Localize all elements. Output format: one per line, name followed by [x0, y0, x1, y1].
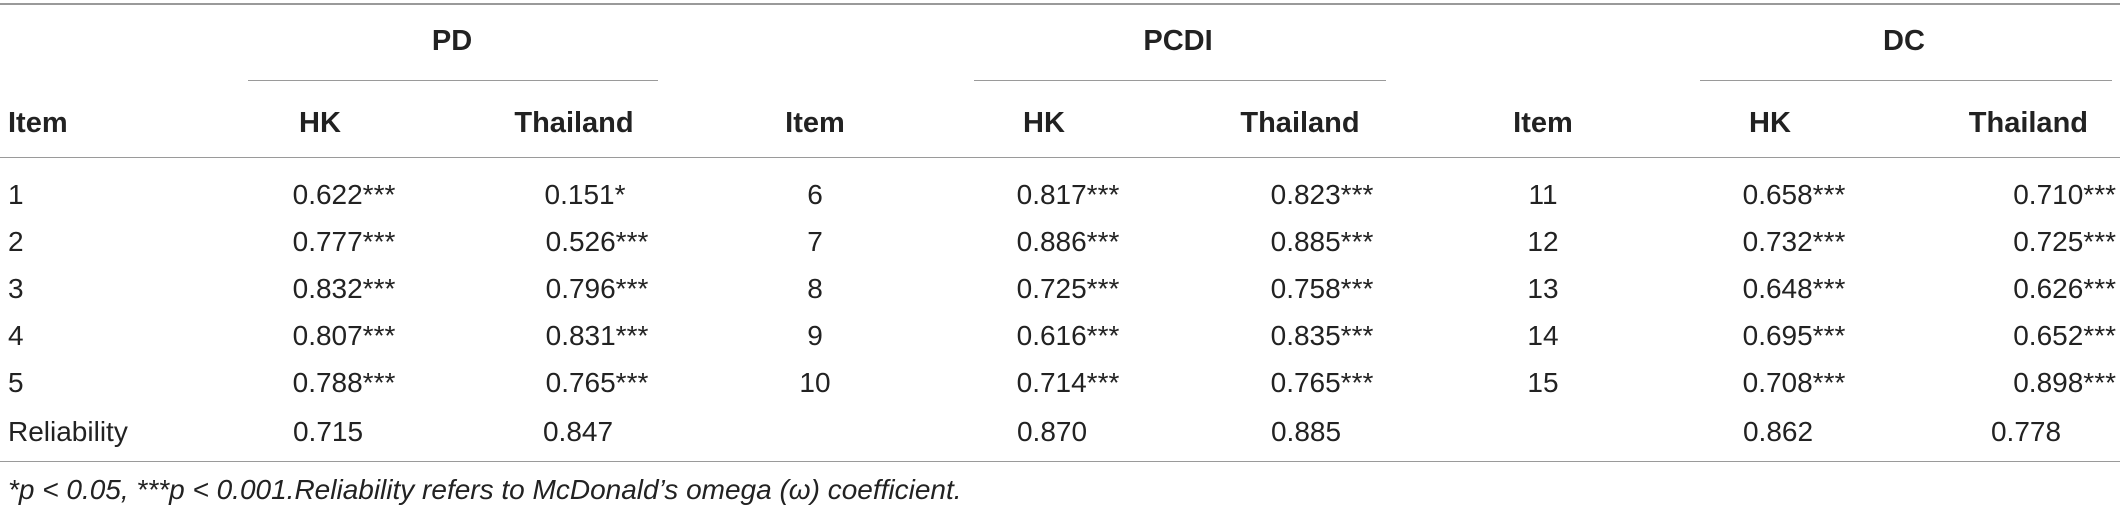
pd-hk-cell: 0.832*** — [292, 273, 396, 304]
pcdi-hk-reliability: 0.870 — [1016, 416, 1088, 447]
group-rule-pd — [248, 80, 658, 81]
item-cell: 7 — [807, 226, 823, 257]
pcdi-thailand-cell: 0.885*** — [1270, 226, 1374, 257]
dc-hk-cell: 0.695*** — [1742, 320, 1846, 351]
pcdi-hk-cell: 0.817*** — [1016, 179, 1120, 210]
group-header-pd: PD — [431, 25, 473, 57]
dc-hk-cell: 0.648*** — [1742, 273, 1846, 304]
pcdi-hk-cell: 0.725*** — [1016, 273, 1120, 304]
item-cell: 15 — [1527, 367, 1559, 398]
subheader-thailand-dc: Thailand — [1968, 107, 2088, 139]
pcdi-thailand-reliability: 0.885 — [1270, 416, 1342, 447]
pcdi-thailand-cell: 0.823*** — [1270, 179, 1374, 210]
dc-thailand-reliability: 0.778 — [1990, 416, 2062, 447]
pd-hk-cell: 0.807*** — [292, 320, 396, 351]
subheader-hk-pcdi: HK — [1023, 107, 1065, 139]
pd-hk-reliability: 0.715 — [292, 416, 364, 447]
item-cell: 5 — [8, 367, 24, 398]
pcdi-thailand-cell: 0.758*** — [1270, 273, 1374, 304]
header-rule — [0, 157, 2120, 158]
group-header-dc: DC — [1883, 25, 1925, 57]
item-cell: 9 — [807, 320, 823, 351]
subheader-thailand-pcdi: Thailand — [1240, 107, 1360, 139]
item-cell: 12 — [1527, 226, 1559, 257]
pcdi-thailand-cell: 0.765*** — [1270, 367, 1374, 398]
group-rule-pcdi — [974, 80, 1386, 81]
dc-hk-reliability: 0.862 — [1742, 416, 1814, 447]
item-cell: 8 — [807, 273, 823, 304]
dc-hk-cell: 0.732*** — [1742, 226, 1846, 257]
top-rule — [0, 3, 2120, 5]
pd-thailand-cell: 0.831*** — [545, 320, 649, 351]
reliability-label: Reliability — [8, 416, 128, 447]
pd-thailand-cell: 0.151* — [544, 179, 626, 210]
item-cell: 4 — [8, 320, 24, 351]
pd-hk-cell: 0.777*** — [292, 226, 396, 257]
bottom-rule — [0, 461, 2120, 462]
item-cell: 1 — [8, 179, 24, 210]
group-header-pcdi: PCDI — [1143, 25, 1213, 57]
pd-thailand-cell: 0.796*** — [545, 273, 649, 304]
item-header-3: Item — [1513, 107, 1573, 139]
subheader-hk-dc: HK — [1749, 107, 1791, 139]
pcdi-thailand-cell: 0.835*** — [1270, 320, 1374, 351]
pd-hk-cell: 0.788*** — [292, 367, 396, 398]
dc-thailand-cell: 0.652*** — [2013, 320, 2116, 351]
pcdi-hk-cell: 0.886*** — [1016, 226, 1120, 257]
pd-hk-cell: 0.622*** — [292, 179, 396, 210]
item-cell: 6 — [807, 179, 823, 210]
item-header-2: Item — [785, 107, 845, 139]
pd-thailand-cell: 0.765*** — [545, 367, 649, 398]
dc-hk-cell: 0.658*** — [1742, 179, 1846, 210]
subheader-thailand-pd: Thailand — [514, 107, 634, 139]
item-cell: 11 — [1528, 179, 1558, 210]
item-cell: 14 — [1527, 320, 1559, 351]
pcdi-hk-cell: 0.616*** — [1016, 320, 1120, 351]
pd-thailand-reliability: 0.847 — [542, 416, 614, 447]
pcdi-hk-cell: 0.714*** — [1016, 367, 1120, 398]
table-footnote: *p < 0.05, ***p < 0.001.Reliability refe… — [8, 474, 962, 505]
pd-thailand-cell: 0.526*** — [545, 226, 649, 257]
dc-hk-cell: 0.708*** — [1742, 367, 1846, 398]
item-cell: 13 — [1527, 273, 1559, 304]
group-rule-dc — [1700, 80, 2112, 81]
item-cell: 2 — [8, 226, 24, 257]
dc-thailand-cell: 0.898*** — [2013, 367, 2116, 398]
item-cell: 10 — [799, 367, 831, 398]
dc-thailand-cell: 0.725*** — [2013, 226, 2116, 257]
item-cell: 3 — [8, 273, 24, 304]
item-header-1: Item — [8, 107, 68, 139]
dc-thailand-cell: 0.710*** — [2013, 179, 2116, 210]
dc-thailand-cell: 0.626*** — [2013, 273, 2116, 304]
subheader-hk-pd: HK — [299, 107, 341, 139]
